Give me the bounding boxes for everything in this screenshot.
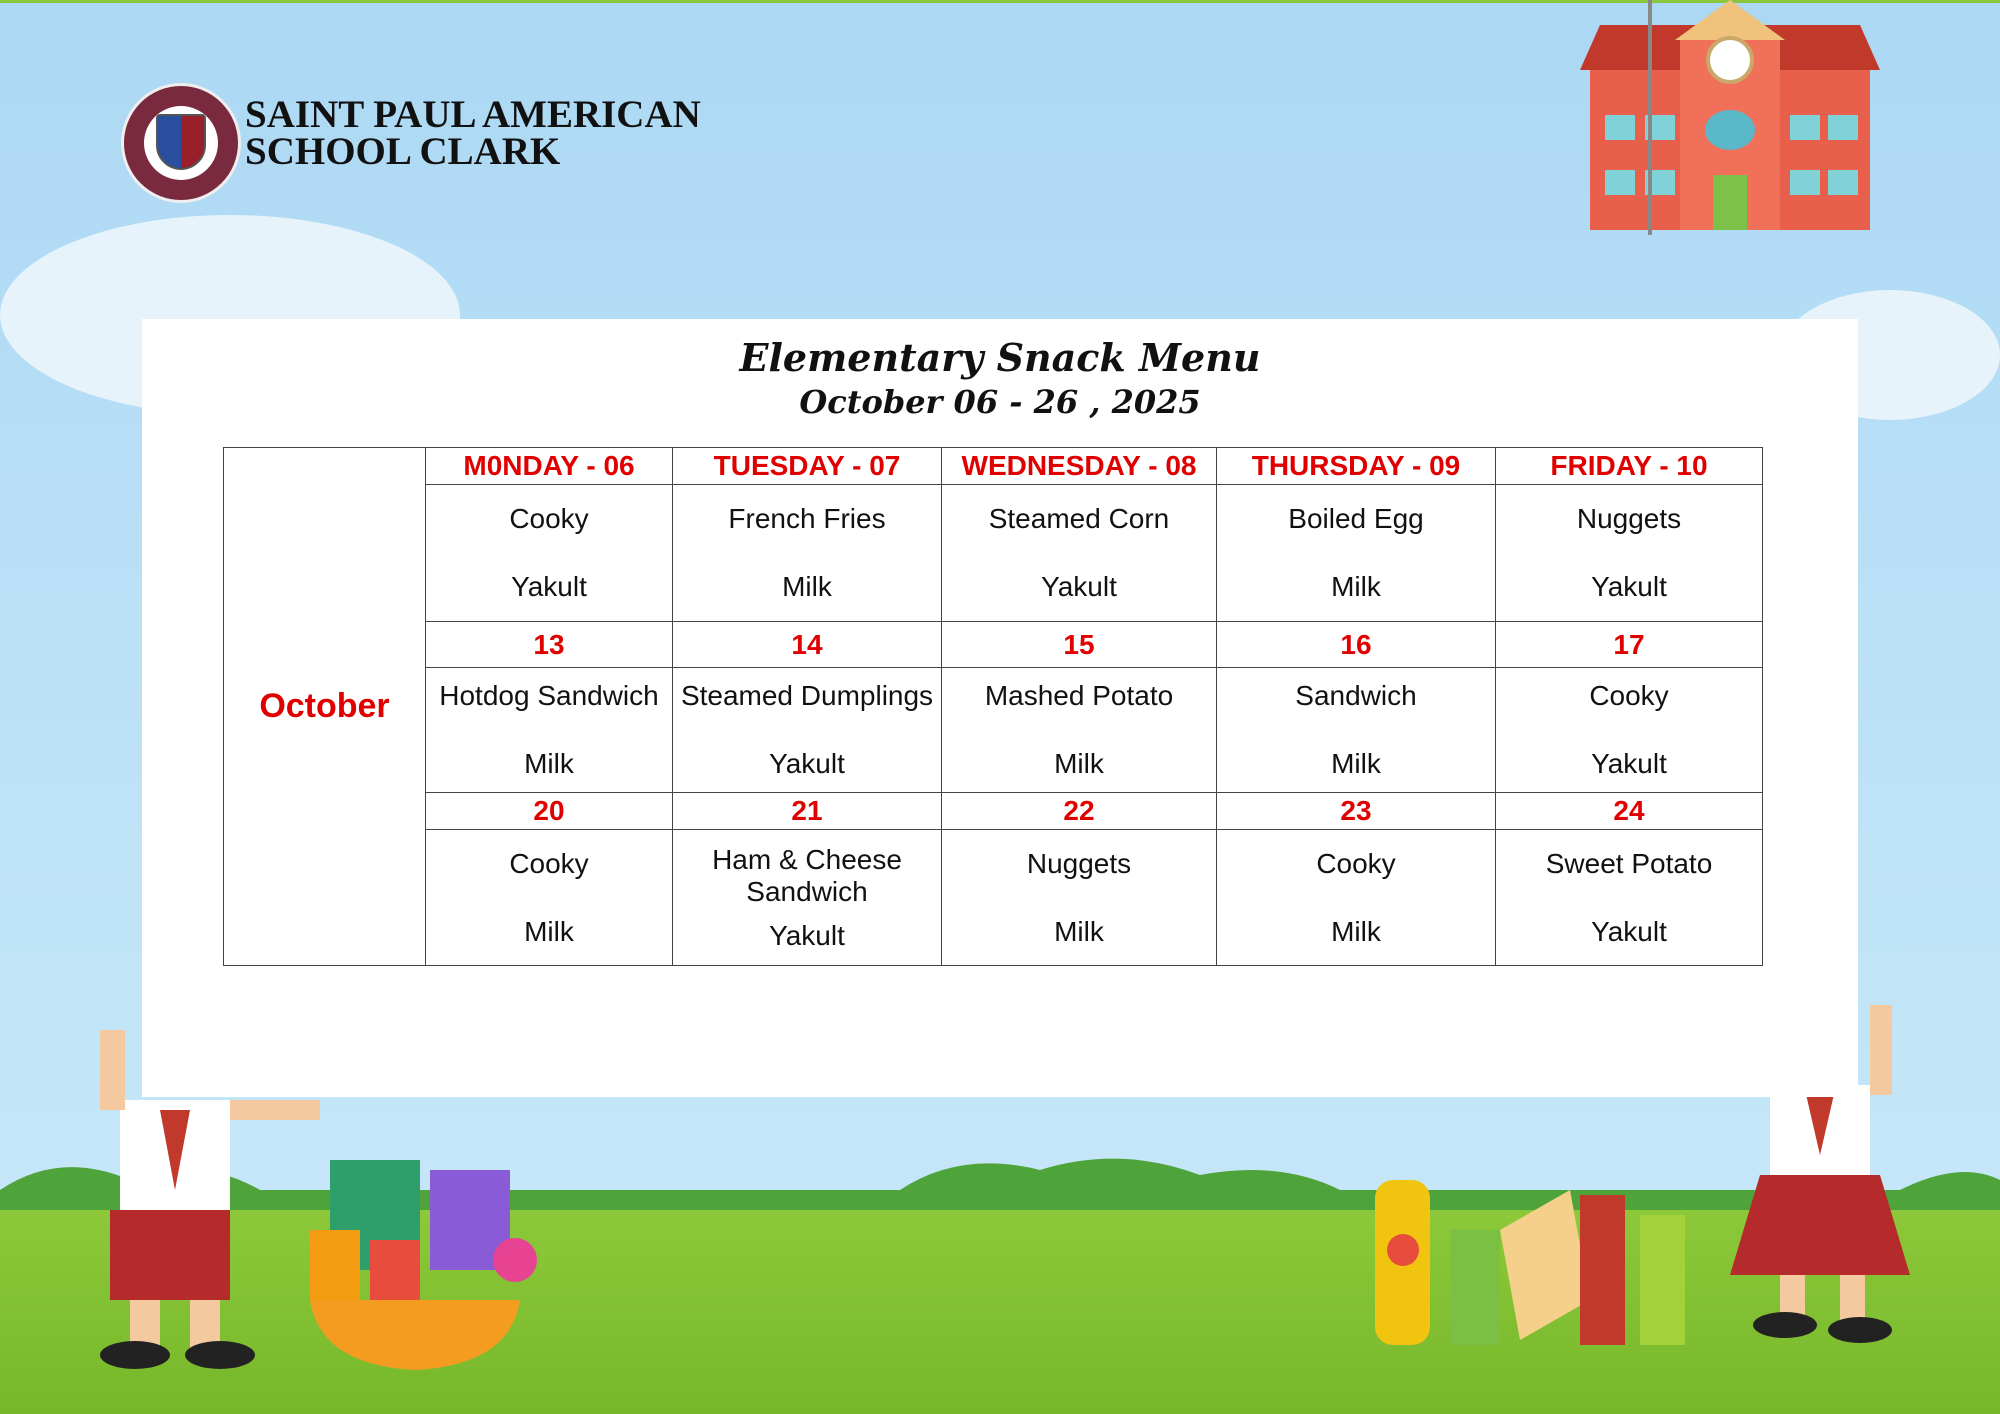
snack-item: Steamed Corn bbox=[988, 503, 1170, 534]
snack-item: Hotdog Sandwich bbox=[439, 680, 659, 711]
day-header: 23 bbox=[1216, 792, 1496, 830]
snacks-drinks-illustration bbox=[1375, 1180, 1685, 1345]
drink-item: Yakult bbox=[1591, 915, 1667, 947]
menu-items-row: Cooky Milk Ham & Cheese Sandwich Yakult Nugg… bbox=[224, 829, 1763, 966]
menu-date-range: October 06 - 26 , 2025 bbox=[799, 383, 1201, 421]
day-header-row: 20 21 22 23 24 bbox=[224, 792, 1763, 830]
boy-illustration bbox=[100, 1030, 320, 1369]
snack-item: Nuggets bbox=[1576, 503, 1682, 534]
drink-item: Yakult bbox=[511, 571, 587, 602]
school-name: SAINT PAUL AMERICAN SCHOOL CLARK bbox=[245, 93, 701, 173]
snack-item: Nuggets bbox=[1026, 847, 1132, 879]
snack-item: Cooky bbox=[1589, 680, 1669, 711]
day-header: WEDNESDAY - 08 bbox=[941, 447, 1217, 485]
menu-items-row: Hotdog Sandwich Milk Steamed Dumplings Yaku… bbox=[224, 667, 1763, 793]
day-header-row: October M0NDAY - 06 TUESDAY - 07 WEDNESDAY… bbox=[223, 447, 1763, 966]
day-header: FRIDAY - 10 bbox=[1495, 447, 1763, 485]
day-header-row: 13 14 15 16 17 bbox=[224, 621, 1763, 668]
menu-cell: Boiled Egg Milk bbox=[1216, 484, 1496, 622]
menu-cell: Nuggets Yakult bbox=[1495, 484, 1763, 622]
menu-cell: Sweet Potato Yakult bbox=[1495, 829, 1763, 966]
school-name-line1: SAINT PAUL AMERICAN bbox=[245, 93, 701, 136]
top-border bbox=[0, 0, 2000, 3]
drink-item: Milk bbox=[782, 571, 832, 602]
menu-items-row: Cooky Yakult French Fries Milk Steamed Corn Y… bbox=[224, 484, 1763, 622]
menu-cell: Steamed Dumplings Yakult bbox=[672, 667, 942, 793]
drink-item: Yakult bbox=[769, 748, 845, 779]
day-header: 14 bbox=[672, 621, 942, 668]
day-header: 20 bbox=[425, 792, 673, 830]
menu-cell: Ham & Cheese Sandwich Yakult bbox=[672, 829, 942, 966]
month-label: October bbox=[223, 447, 426, 966]
drink-item: Yakult bbox=[1041, 571, 1117, 602]
menu-cell: Hotdog Sandwich Milk bbox=[425, 667, 673, 793]
day-header: 13 bbox=[425, 621, 673, 668]
girl-illustration bbox=[1730, 1005, 1910, 1343]
menu-cell: Cooky Milk bbox=[425, 829, 673, 966]
snack-item: Steamed Dumplings bbox=[680, 680, 934, 711]
snack-item: Cooky bbox=[1316, 847, 1396, 879]
day-header: 24 bbox=[1495, 792, 1763, 830]
menu-cell: Mashed Potato Milk bbox=[941, 667, 1217, 793]
menu-cell: Cooky Milk bbox=[1216, 829, 1496, 966]
menu-cell: French Fries Milk bbox=[672, 484, 942, 622]
drink-item: Milk bbox=[1054, 748, 1104, 779]
menu-cell: Nuggets Milk bbox=[941, 829, 1217, 966]
day-header: TUESDAY - 07 bbox=[672, 447, 942, 485]
menu-cell: Cooky Yakult bbox=[1495, 667, 1763, 793]
snack-item: Ham & Cheese Sandwich bbox=[712, 843, 902, 907]
menu-cell: Sandwich Milk bbox=[1216, 667, 1496, 793]
drink-item: Yakult bbox=[1591, 748, 1667, 779]
menu-cell: Steamed Corn Yakult bbox=[941, 484, 1217, 622]
day-header: M0NDAY - 06 bbox=[425, 447, 673, 485]
day-header: 15 bbox=[941, 621, 1217, 668]
snack-item: Boiled Egg bbox=[1288, 503, 1424, 534]
day-header: 21 bbox=[672, 792, 942, 830]
snack-item: Cooky bbox=[509, 503, 589, 534]
school-building-illustration bbox=[1580, 0, 1880, 235]
snack-basket-illustration bbox=[310, 1160, 537, 1370]
day-header: THURSDAY - 09 bbox=[1216, 447, 1496, 485]
snack-item: Cooky bbox=[509, 847, 589, 879]
menu-cell: Cooky Yakult bbox=[425, 484, 673, 622]
day-header: 16 bbox=[1216, 621, 1496, 668]
snack-item: French Fries bbox=[728, 503, 886, 534]
drink-item: Yakult bbox=[1591, 571, 1667, 602]
school-name-line2: SCHOOL CLARK bbox=[245, 130, 561, 173]
day-header: 22 bbox=[941, 792, 1217, 830]
drink-item: Milk bbox=[1331, 748, 1381, 779]
snack-item: Sandwich bbox=[1295, 680, 1417, 711]
drink-item: Milk bbox=[524, 748, 574, 779]
drink-item: Milk bbox=[1331, 915, 1381, 947]
drink-item: Milk bbox=[1054, 915, 1104, 947]
snack-menu-table: October M0NDAY - 06 TUESDAY - 07 WEDNESDAY… bbox=[223, 447, 1763, 966]
day-header: 17 bbox=[1495, 621, 1763, 668]
snack-item: Sweet Potato bbox=[1545, 847, 1713, 879]
menu-title: Elementary Snack Menu bbox=[739, 335, 1261, 380]
drink-item: Milk bbox=[1331, 571, 1381, 602]
drink-item: Yakult bbox=[769, 919, 845, 951]
drink-item: Milk bbox=[524, 915, 574, 947]
shield-icon bbox=[156, 114, 206, 170]
school-logo bbox=[121, 83, 241, 203]
snack-item: Mashed Potato bbox=[984, 680, 1174, 711]
